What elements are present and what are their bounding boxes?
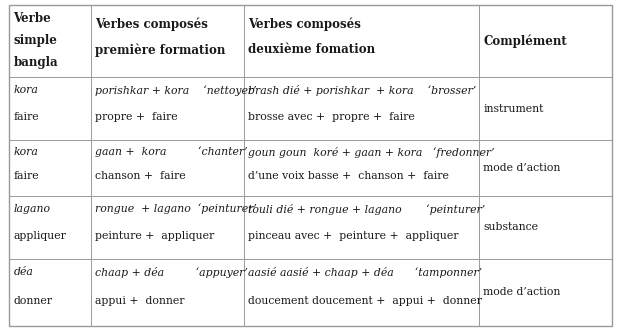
Text: Complément: Complément (483, 34, 567, 48)
Text: touli dié + rongue + lagano       ‘peinturer’: touli dié + rongue + lagano ‘peinturer’ (248, 204, 486, 214)
Text: deuxième fomation: deuxième fomation (248, 43, 376, 56)
Text: kora: kora (14, 85, 39, 95)
Text: lagano: lagano (14, 204, 50, 213)
Text: appui +  donner: appui + donner (95, 296, 184, 307)
Text: déa: déa (14, 267, 34, 277)
Text: Verbe: Verbe (14, 12, 52, 25)
Text: d’une voix basse +  chanson +  faire: d’une voix basse + chanson + faire (248, 171, 450, 181)
Text: aasié aasié + chaap + déa      ‘tamponner’: aasié aasié + chaap + déa ‘tamponner’ (248, 267, 483, 278)
Text: première formation: première formation (95, 43, 225, 57)
Text: Verbes composés: Verbes composés (248, 18, 361, 31)
Text: chaap + déa         ‘appuyer’: chaap + déa ‘appuyer’ (95, 267, 248, 278)
Text: simple: simple (14, 34, 57, 47)
Text: substance: substance (483, 222, 538, 232)
Text: donner: donner (14, 296, 53, 307)
Text: rongue  + lagano  ‘peinturer’: rongue + lagano ‘peinturer’ (95, 204, 256, 214)
Text: faire: faire (14, 112, 39, 122)
Text: mode d’action: mode d’action (483, 163, 561, 173)
Text: appliquer: appliquer (14, 231, 66, 241)
Text: chanson +  faire: chanson + faire (95, 171, 186, 181)
Text: gaan +  kora         ‘chanter’: gaan + kora ‘chanter’ (95, 147, 248, 157)
Text: peinture +  appliquer: peinture + appliquer (95, 231, 214, 241)
Text: mode d’action: mode d’action (483, 287, 561, 297)
Text: pinceau avec +  peinture +  appliquer: pinceau avec + peinture + appliquer (248, 231, 459, 241)
Text: porishkar + kora    ‘nettoyer’: porishkar + kora ‘nettoyer’ (95, 85, 256, 96)
Text: doucement doucement +  appui +  donner: doucement doucement + appui + donner (248, 296, 483, 307)
Text: kora: kora (14, 147, 39, 157)
Text: faire: faire (14, 171, 39, 181)
Text: brash dié + porishkar  + kora    ‘brosser’: brash dié + porishkar + kora ‘brosser’ (248, 85, 477, 96)
Text: bangla: bangla (14, 56, 58, 69)
Text: goun goun  koré + gaan + kora   ‘fredonner’: goun goun koré + gaan + kora ‘fredonner’ (248, 147, 495, 158)
Text: propre +  faire: propre + faire (95, 112, 178, 122)
Text: Verbes composés: Verbes composés (95, 18, 208, 31)
Text: instrument: instrument (483, 104, 544, 114)
Text: brosse avec +  propre +  faire: brosse avec + propre + faire (248, 112, 415, 122)
